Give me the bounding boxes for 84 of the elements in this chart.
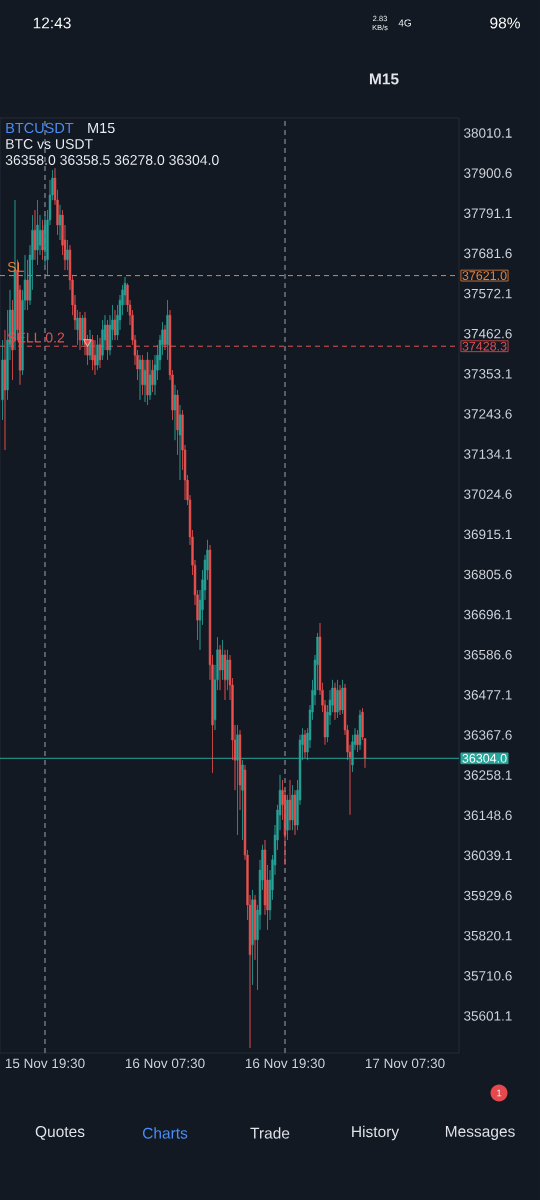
text: Quotes [35,1126,85,1140]
candlestick [236,724,239,836]
text: 37621.0 [462,271,507,281]
candlestick [166,299,169,361]
text: 1 [497,1089,502,1097]
candlestick [76,309,79,346]
text: Messages [445,1126,515,1140]
candlestick [356,729,359,753]
candlestick [253,894,257,961]
x-tick-label: 15 Nov 19:30 [5,1058,85,1069]
text: 12:43 [33,17,71,29]
text: 36304.0 [462,753,507,763]
candlestick [338,684,342,716]
candlestick [141,354,144,396]
candlestick [33,209,37,261]
annotation: 36358.0 36358.5 36278.0 36304.0 [5,155,219,165]
text: 37428.3 [462,341,507,351]
x-tick-label: 16 Nov 07:30 [125,1058,205,1069]
candlestick [218,644,222,691]
y-tick-label: 37134.1 [464,449,512,459]
y-tick-label: 36477.1 [464,690,512,700]
candlestick [96,334,99,371]
candlestick [336,679,339,719]
candlestick [58,204,62,241]
candlestick [251,889,254,986]
candlestick [226,649,229,691]
y-tick-label: 36367.6 [464,730,512,740]
candlestick [293,789,297,836]
candlestick [36,199,39,266]
text: Charts [142,1127,188,1139]
x-tick-label: 16 Nov 19:30 [245,1058,325,1069]
candlestick [333,682,337,721]
y-tick-label: 36258.1 [464,770,512,780]
candlestick [66,239,69,271]
y-tick-label: 35820.1 [464,930,512,941]
chart-title: BTCUSDT [6,122,74,134]
candlestick [341,679,344,715]
y-tick-label: 37243.6 [464,409,512,419]
text: 4G [398,19,411,27]
candlestick [26,259,29,311]
y-tick-label: 36696.1 [464,609,512,620]
candlestick [91,334,94,371]
y-tick-label: 35929.6 [464,890,512,901]
candlestick [151,359,154,393]
candlestick [106,319,109,361]
text: M15 [369,73,399,85]
y-tick-label: 37462.6 [464,328,512,339]
candlestick [238,729,242,811]
y-tick-label: 37024.6 [464,489,512,499]
text: Trade [250,1127,290,1139]
text: BTC vs USDT [6,139,93,149]
candlestick [81,314,84,346]
candlestick [176,389,179,456]
candlestick [291,784,294,831]
y-tick-label: 35710.6 [464,971,512,981]
y-tick-label: 35601.1 [464,1011,512,1021]
candlestick [286,794,289,841]
candlestick [41,219,44,261]
candlestick [113,309,117,341]
annotation: M15 [88,122,115,134]
x-tick-label: 17 Nov 07:30 [365,1058,445,1069]
candlestick [1,339,4,421]
y-tick-label: 37900.6 [464,168,512,178]
y-tick-label: 37681.6 [464,248,512,259]
candlestick [221,639,224,681]
candlestick [146,351,149,406]
y-tick-label: 36805.6 [464,569,512,580]
text: 98% [490,17,520,29]
candlestick [98,337,102,369]
candlestick [143,359,147,403]
y-tick-label: 37572.1 [464,288,512,299]
y-tick-label: 37791.1 [464,208,512,219]
y-tick-label: 36915.1 [464,529,512,540]
candlestick [163,324,167,351]
y-tick-label: 38010.1 [464,128,512,138]
candlestick [173,384,177,441]
candlestick [138,354,142,401]
y-tick-label: 36148.6 [464,810,512,821]
y-tick-label: 37353.1 [464,369,512,379]
y-tick-label: 36586.6 [464,649,512,660]
candlestick [101,319,104,361]
candlestick [93,339,97,376]
text: History [352,1125,400,1141]
y-tick-label: 36039.1 [464,850,512,861]
